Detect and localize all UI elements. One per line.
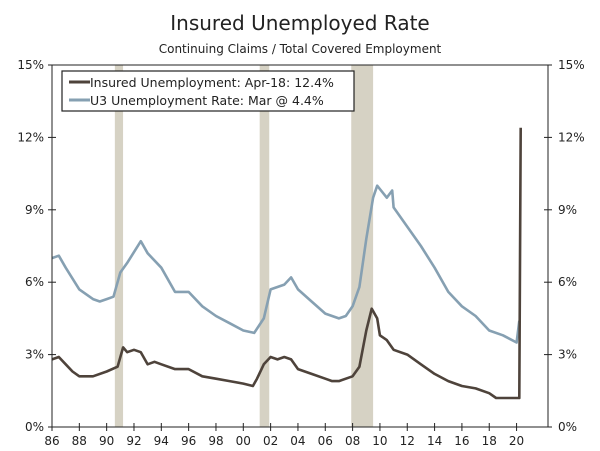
x-tick-label: 98 [208, 434, 223, 448]
x-tick-label: 20 [509, 434, 524, 448]
x-tick-label: 86 [44, 434, 59, 448]
chart-title: Insured Unemployed Rate [170, 11, 429, 35]
y-tick-label-right: 15% [558, 58, 585, 72]
recession-band [259, 65, 270, 427]
chart-subtitle: Continuing Claims / Total Covered Employ… [159, 42, 442, 56]
legend: Insured Unemployment: Apr-18: 12.4% U3 U… [61, 70, 355, 112]
x-tick-label: 02 [263, 434, 278, 448]
recession-band [351, 65, 374, 427]
y-tick-label-right: 12% [558, 130, 585, 144]
legend-box [61, 70, 355, 112]
x-tick-label: 94 [154, 434, 169, 448]
y-tick-label-left: 9% [25, 203, 44, 217]
legend-label-insured: Insured Unemployment: Apr-18: 12.4% [90, 75, 334, 90]
x-tick-label: 08 [345, 434, 360, 448]
y-tick-label-left: 6% [25, 275, 44, 289]
y-tick-label-left: 15% [17, 58, 44, 72]
x-tick-label: 90 [99, 434, 114, 448]
x-tick-label: 18 [482, 434, 497, 448]
y-tick-label-left: 3% [25, 348, 44, 362]
x-tick-label: 10 [372, 434, 387, 448]
recession-band [114, 65, 124, 427]
series-line-insured [51, 127, 522, 400]
y-tick-label-right: 9% [558, 203, 577, 217]
x-tick-label: 04 [290, 434, 305, 448]
y-tick-label-right: 0% [558, 420, 577, 434]
x-tick-label: 14 [427, 434, 442, 448]
x-tick-label: 12 [400, 434, 415, 448]
x-tick-label: 92 [126, 434, 141, 448]
y-tick-label-left: 12% [17, 130, 44, 144]
x-tick-label: 16 [454, 434, 469, 448]
x-tick-label: 00 [236, 434, 251, 448]
y-tick-label-left: 0% [25, 420, 44, 434]
legend-label-u3: U3 Unemployment Rate: Mar @ 4.4% [90, 93, 324, 108]
y-tick-label-right: 3% [558, 348, 577, 362]
x-tick-label: 06 [318, 434, 333, 448]
x-tick-label: 88 [72, 434, 87, 448]
y-tick-label-right: 6% [558, 275, 577, 289]
series-line-u3 [51, 184, 521, 344]
x-tick-label: 96 [181, 434, 196, 448]
